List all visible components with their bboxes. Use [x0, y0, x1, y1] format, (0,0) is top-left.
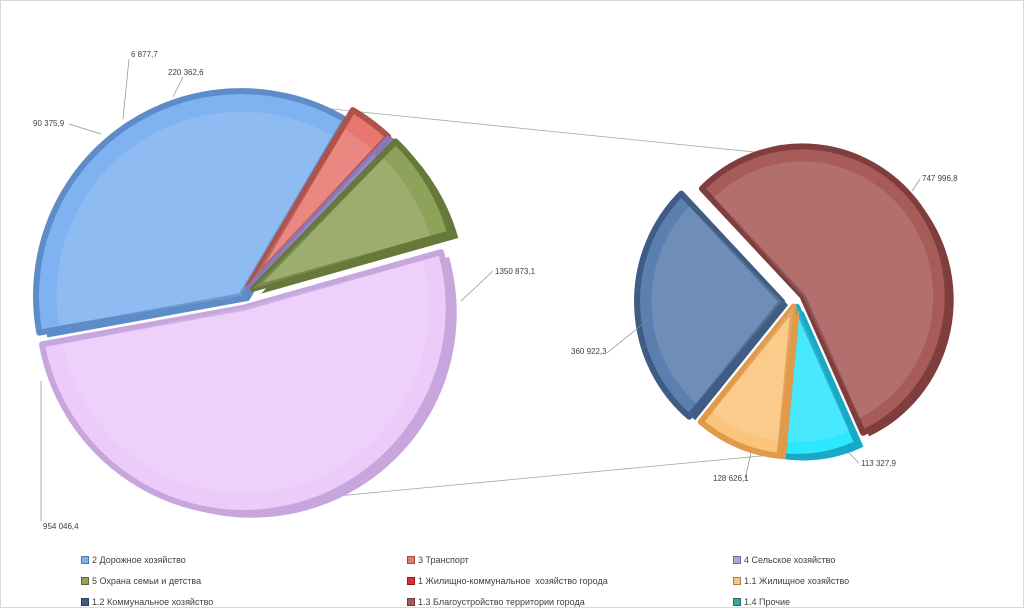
secondary-pie-label-2: 113 327,9	[861, 459, 897, 468]
legend-label: 5 Охрана семьи и детства	[92, 575, 202, 586]
legend-swatch	[81, 576, 89, 585]
main-pie-label-4-leader	[172, 76, 184, 98]
main-pie-slice-3-face	[244, 136, 394, 292]
secondary-pie-label-3-leader	[744, 452, 752, 480]
secondary-pie	[634, 143, 954, 461]
legend-label: 1 Жилищно-коммунальное хозяйство города	[418, 575, 608, 586]
secondary-pie-label-4: 360 922,3	[571, 347, 607, 356]
main-pie-label-5-leader	[460, 270, 494, 302]
main-pie-label-2: 90 375,9	[33, 119, 65, 128]
main-pie-label-3: 6 877,7	[131, 50, 158, 59]
legend-label: 1.4 Прочие	[744, 596, 791, 607]
secondary-pie-label-2-leader	[848, 452, 860, 464]
main-pie-slice-4-face	[250, 138, 454, 292]
connector-line-bottom	[252, 446, 857, 505]
main-pie-slice-4	[250, 138, 459, 294]
legend-label: 1.1 Жилищное хозяйство	[744, 575, 850, 586]
data-labels: 954 046,4 90 375,9 6 877,7 220 362,6 1350 87…	[33, 50, 958, 531]
main-pie-slice-2-highlight	[248, 129, 372, 287]
legend-label: 4 Сельское хозяйство	[744, 554, 836, 565]
legend-item: 1.1 Жилищное хозяйство	[733, 576, 993, 586]
legend-row: 5 Охрана семьи и детства 1 Жилищно-коммун…	[81, 570, 1001, 591]
legend-row: 2 Дорожное хозяйство 3 Транспорт 4 Сельско…	[81, 549, 1001, 570]
legend-swatch	[733, 555, 741, 564]
legend-item: 1.3 Благоустройство территории города	[407, 597, 733, 607]
main-pie-slice-1-face	[33, 88, 349, 336]
legend-item: 1.2 Коммунальное хозяйство	[81, 597, 407, 607]
main-pie-label-3-leader	[122, 58, 130, 120]
legend-item: 2 Дорожное хозяйство	[81, 555, 407, 565]
main-pie-slice-5	[39, 249, 457, 518]
legend-swatch	[407, 576, 415, 585]
legend-swatch	[733, 576, 741, 585]
legend-item: 3 Транспорт	[407, 555, 733, 565]
legend-label: 3 Транспорт	[418, 554, 469, 565]
secondary-pie-slice-1-highlight	[713, 161, 934, 419]
main-pie-slice-4-highlight	[253, 158, 430, 289]
secondary-pie-slice-3	[697, 303, 800, 460]
legend-item: 4 Сельское хозяйство	[733, 555, 993, 565]
secondary-pie-label-1: 747 996,8	[922, 174, 958, 183]
pie-of-pie-chart: 954 046,4 90 375,9 6 877,7 220 362,6 1350 87…	[33, 50, 958, 531]
secondary-pie-slice-4-face	[634, 190, 786, 420]
main-pie	[33, 88, 459, 518]
main-pie-slice-5-face	[39, 249, 452, 516]
legend-item: 1.4 Прочие	[733, 597, 993, 607]
legend-swatch	[407, 597, 415, 606]
secondary-pie-slice-2-highlight	[786, 306, 850, 442]
secondary-pie-label-4-leader	[606, 318, 650, 354]
secondary-pie-slice-4-highlight	[651, 206, 783, 404]
legend-swatch	[733, 597, 741, 606]
connector-lines	[252, 100, 857, 505]
legend-row: 1.2 Коммунальное хозяйство 1.3 Благоустро…	[81, 591, 1001, 612]
secondary-pie-slice-3-face	[697, 303, 797, 459]
main-pie-label-1: 954 046,4	[43, 522, 79, 531]
main-pie-label-4: 220 362,6	[168, 68, 204, 77]
legend-item: 1 Жилищно-коммунальное хозяйство города	[407, 576, 733, 586]
legend-swatch	[407, 555, 415, 564]
secondary-pie-slice-3-highlight	[711, 306, 794, 441]
main-pie-label-5: 1350 873,1	[495, 267, 536, 276]
legend-item: 5 Охрана семьи и детства	[81, 576, 407, 586]
secondary-pie-slice-4	[634, 190, 789, 421]
main-pie-slice-1-highlight	[56, 111, 333, 326]
legend-label: 1.3 Благоустройство территории города	[418, 596, 585, 607]
connector-line-top	[252, 100, 814, 159]
legend-label: 2 Дорожное хозяйство	[92, 554, 186, 565]
secondary-pie-slice-2	[780, 303, 864, 461]
main-pie-slice-1	[33, 88, 354, 338]
main-pie-slice-3-highlight	[247, 153, 377, 289]
main-pie-label-2-leader	[68, 123, 102, 135]
secondary-pie-slice-1	[698, 143, 954, 437]
main-pie-slice-5-highlight	[62, 260, 429, 494]
secondary-pie-label-1-leader	[911, 178, 921, 192]
legend-label: 1.2 Коммунальное хозяйство	[92, 596, 214, 607]
legend: 2 Дорожное хозяйство 3 Транспорт 4 Сельско…	[81, 549, 1001, 612]
legend-swatch	[81, 555, 89, 564]
legend-swatch	[81, 597, 89, 606]
secondary-pie-label-3: 128 626,1	[713, 474, 749, 483]
secondary-pie-slice-1-face	[698, 143, 951, 436]
